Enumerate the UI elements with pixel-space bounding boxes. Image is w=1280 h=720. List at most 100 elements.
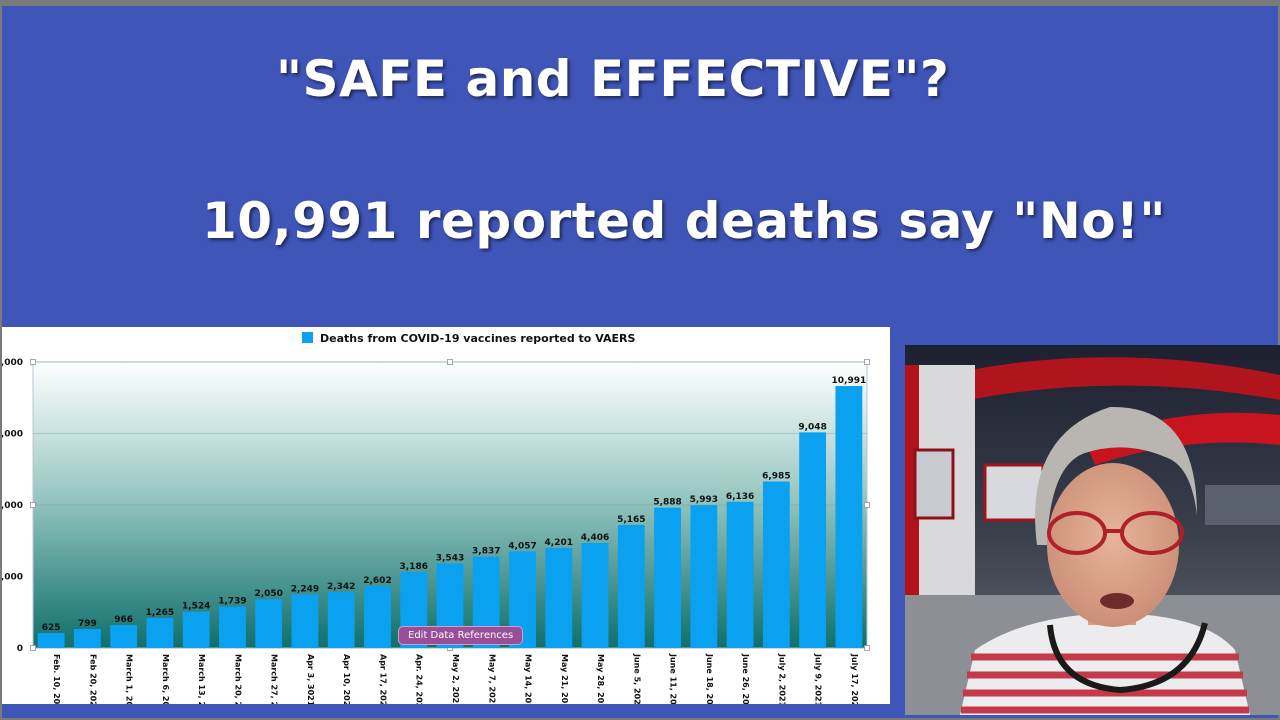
bar[interactable] <box>617 524 645 648</box>
bar-value-label: 10,991 <box>832 376 867 386</box>
x-tick-label: Apr 3, 3021 <box>306 654 315 704</box>
presenter-video-frame <box>905 345 1280 715</box>
bar-chart[interactable]: 0 3,000 6,000 9,000 12,000 625 799 966 1,265 1,5… <box>2 327 890 704</box>
bar[interactable] <box>762 481 790 648</box>
bar-value-label: 5,165 <box>617 515 645 525</box>
selection-handle[interactable] <box>30 645 36 651</box>
selection-handle[interactable] <box>447 359 453 365</box>
bar-value-label: 625 <box>42 623 61 633</box>
x-tick-label: June 11, 2021 <box>669 653 678 704</box>
x-tick-label: May 7, 2021 <box>487 654 496 704</box>
bar[interactable] <box>581 542 609 648</box>
legend-label: Deaths from COVID-19 vaccines reported t… <box>320 332 635 345</box>
bar-value-label: 3,837 <box>472 547 500 557</box>
chart-panel[interactable]: 0 3,000 6,000 9,000 12,000 625 799 966 1,265 1,5… <box>2 327 890 704</box>
presenter-video <box>905 345 1280 715</box>
legend: Deaths from COVID-19 vaccines reported t… <box>302 332 635 345</box>
data-labels: 625 799 966 1,265 1,524 1,739 2,050 2,249 2,342 2… <box>42 376 867 633</box>
bar[interactable] <box>146 617 174 648</box>
studio-screen-center <box>983 463 1045 522</box>
bar[interactable] <box>291 594 319 648</box>
studio-screen-left <box>913 448 955 520</box>
bar[interactable] <box>37 633 65 648</box>
x-tick-label: June 5, 2021 <box>632 653 641 704</box>
selection-handle[interactable] <box>864 359 870 365</box>
bar-value-label: 1,739 <box>218 597 246 607</box>
x-tick-label: March 20, 2021 <box>233 654 242 704</box>
legend-swatch <box>302 332 313 343</box>
bar[interactable] <box>73 628 101 648</box>
bar-value-label: 9,048 <box>798 422 826 432</box>
x-tick-label: May 14, 2021 <box>524 654 533 704</box>
mouth <box>1100 593 1134 609</box>
y-tick-label: 9,000 <box>2 430 23 440</box>
bar-value-label: 5,888 <box>653 498 681 508</box>
bar[interactable] <box>255 599 283 648</box>
bars <box>37 386 863 648</box>
x-tick-label: Apr 10, 2021 <box>342 654 351 704</box>
bar-value-label: 4,057 <box>508 541 536 551</box>
edit-data-references-button[interactable]: Edit Data References <box>398 626 524 645</box>
bar-value-label: 2,602 <box>363 576 391 586</box>
y-tick-label: 3,000 <box>2 573 23 583</box>
headline-question: "SAFE and EFFECTIVE"? <box>276 50 950 108</box>
shirt-stripes <box>961 653 1249 714</box>
bar-value-label: 966 <box>114 615 133 625</box>
x-tick-label: March 13, 2021 <box>197 654 206 704</box>
bar[interactable] <box>726 501 754 648</box>
bar-value-label: 2,050 <box>254 589 282 599</box>
bar[interactable] <box>182 611 210 648</box>
bar[interactable] <box>110 624 138 648</box>
headline-answer: 10,991 reported deaths say "No!" <box>202 192 1166 250</box>
bar[interactable] <box>327 592 355 648</box>
x-tick-label: Feb. 10, 2021 <box>52 654 61 704</box>
bar-value-label: 4,201 <box>545 538 573 548</box>
selection-handle[interactable] <box>864 502 870 508</box>
y-tick-label: 12,000 <box>2 358 23 368</box>
x-axis-labels: Feb. 10, 2021 Feb 20, 2021 March 1, 2021 Ma… <box>52 653 859 704</box>
x-tick-label: March 1, 2021 <box>125 654 134 704</box>
bar[interactable] <box>545 547 573 648</box>
bar-value-label: 2,249 <box>291 584 319 594</box>
x-tick-label: Feb 20, 2021 <box>88 654 97 704</box>
bar[interactable] <box>219 606 246 648</box>
x-tick-label: March 27, 2021 <box>270 654 279 704</box>
bar[interactable] <box>654 507 681 648</box>
bar-value-label: 3,186 <box>400 562 428 572</box>
y-axis: 0 3,000 6,000 9,000 12,000 <box>2 358 23 654</box>
bar[interactable] <box>835 386 863 648</box>
y-tick-label: 0 <box>17 644 23 654</box>
bar-value-label: 1,524 <box>182 602 210 612</box>
bar-value-label: 3,543 <box>436 554 464 564</box>
selection-handle[interactable] <box>864 645 870 651</box>
presenter-face <box>1047 463 1179 627</box>
presenter-hair <box>1035 406 1197 545</box>
x-tick-label: July 9, 2021 <box>814 653 823 704</box>
bar[interactable] <box>690 505 718 648</box>
x-tick-label: Apr. 24, 2021 <box>415 654 424 704</box>
selection-handle[interactable] <box>30 359 36 365</box>
x-tick-label: July 17, 2021 <box>850 653 859 704</box>
x-tick-label: June 26, 2021 <box>741 653 750 704</box>
bar-value-label: 5,993 <box>690 495 718 505</box>
x-tick-label: May 2, 2021 <box>451 654 460 704</box>
selection-handle[interactable] <box>30 502 36 508</box>
bar-value-label: 4,406 <box>581 533 609 543</box>
x-tick-label: Apr 17, 2021 <box>378 654 387 704</box>
y-tick-label: 6,000 <box>2 501 23 511</box>
bar-value-label: 6,136 <box>726 492 754 502</box>
headphones-cord <box>1047 622 1208 694</box>
bar[interactable] <box>364 585 391 648</box>
x-tick-label: March 6, 2021 <box>161 654 170 704</box>
bar-value-label: 1,265 <box>146 608 174 618</box>
bar-value-label: 6,985 <box>762 472 790 482</box>
studio-red-arc <box>905 357 1280 415</box>
bar[interactable] <box>799 432 827 648</box>
x-tick-label: July 2, 2021 <box>777 653 786 704</box>
x-tick-label: May 21, 2021 <box>560 654 569 704</box>
bar-value-label: 799 <box>78 619 97 629</box>
x-tick-label: May 28, 2021 <box>596 654 605 704</box>
bar-value-label: 2,342 <box>327 582 355 592</box>
studio-right-panel <box>1205 485 1280 525</box>
x-tick-label: June 18, 2021 <box>705 653 714 704</box>
